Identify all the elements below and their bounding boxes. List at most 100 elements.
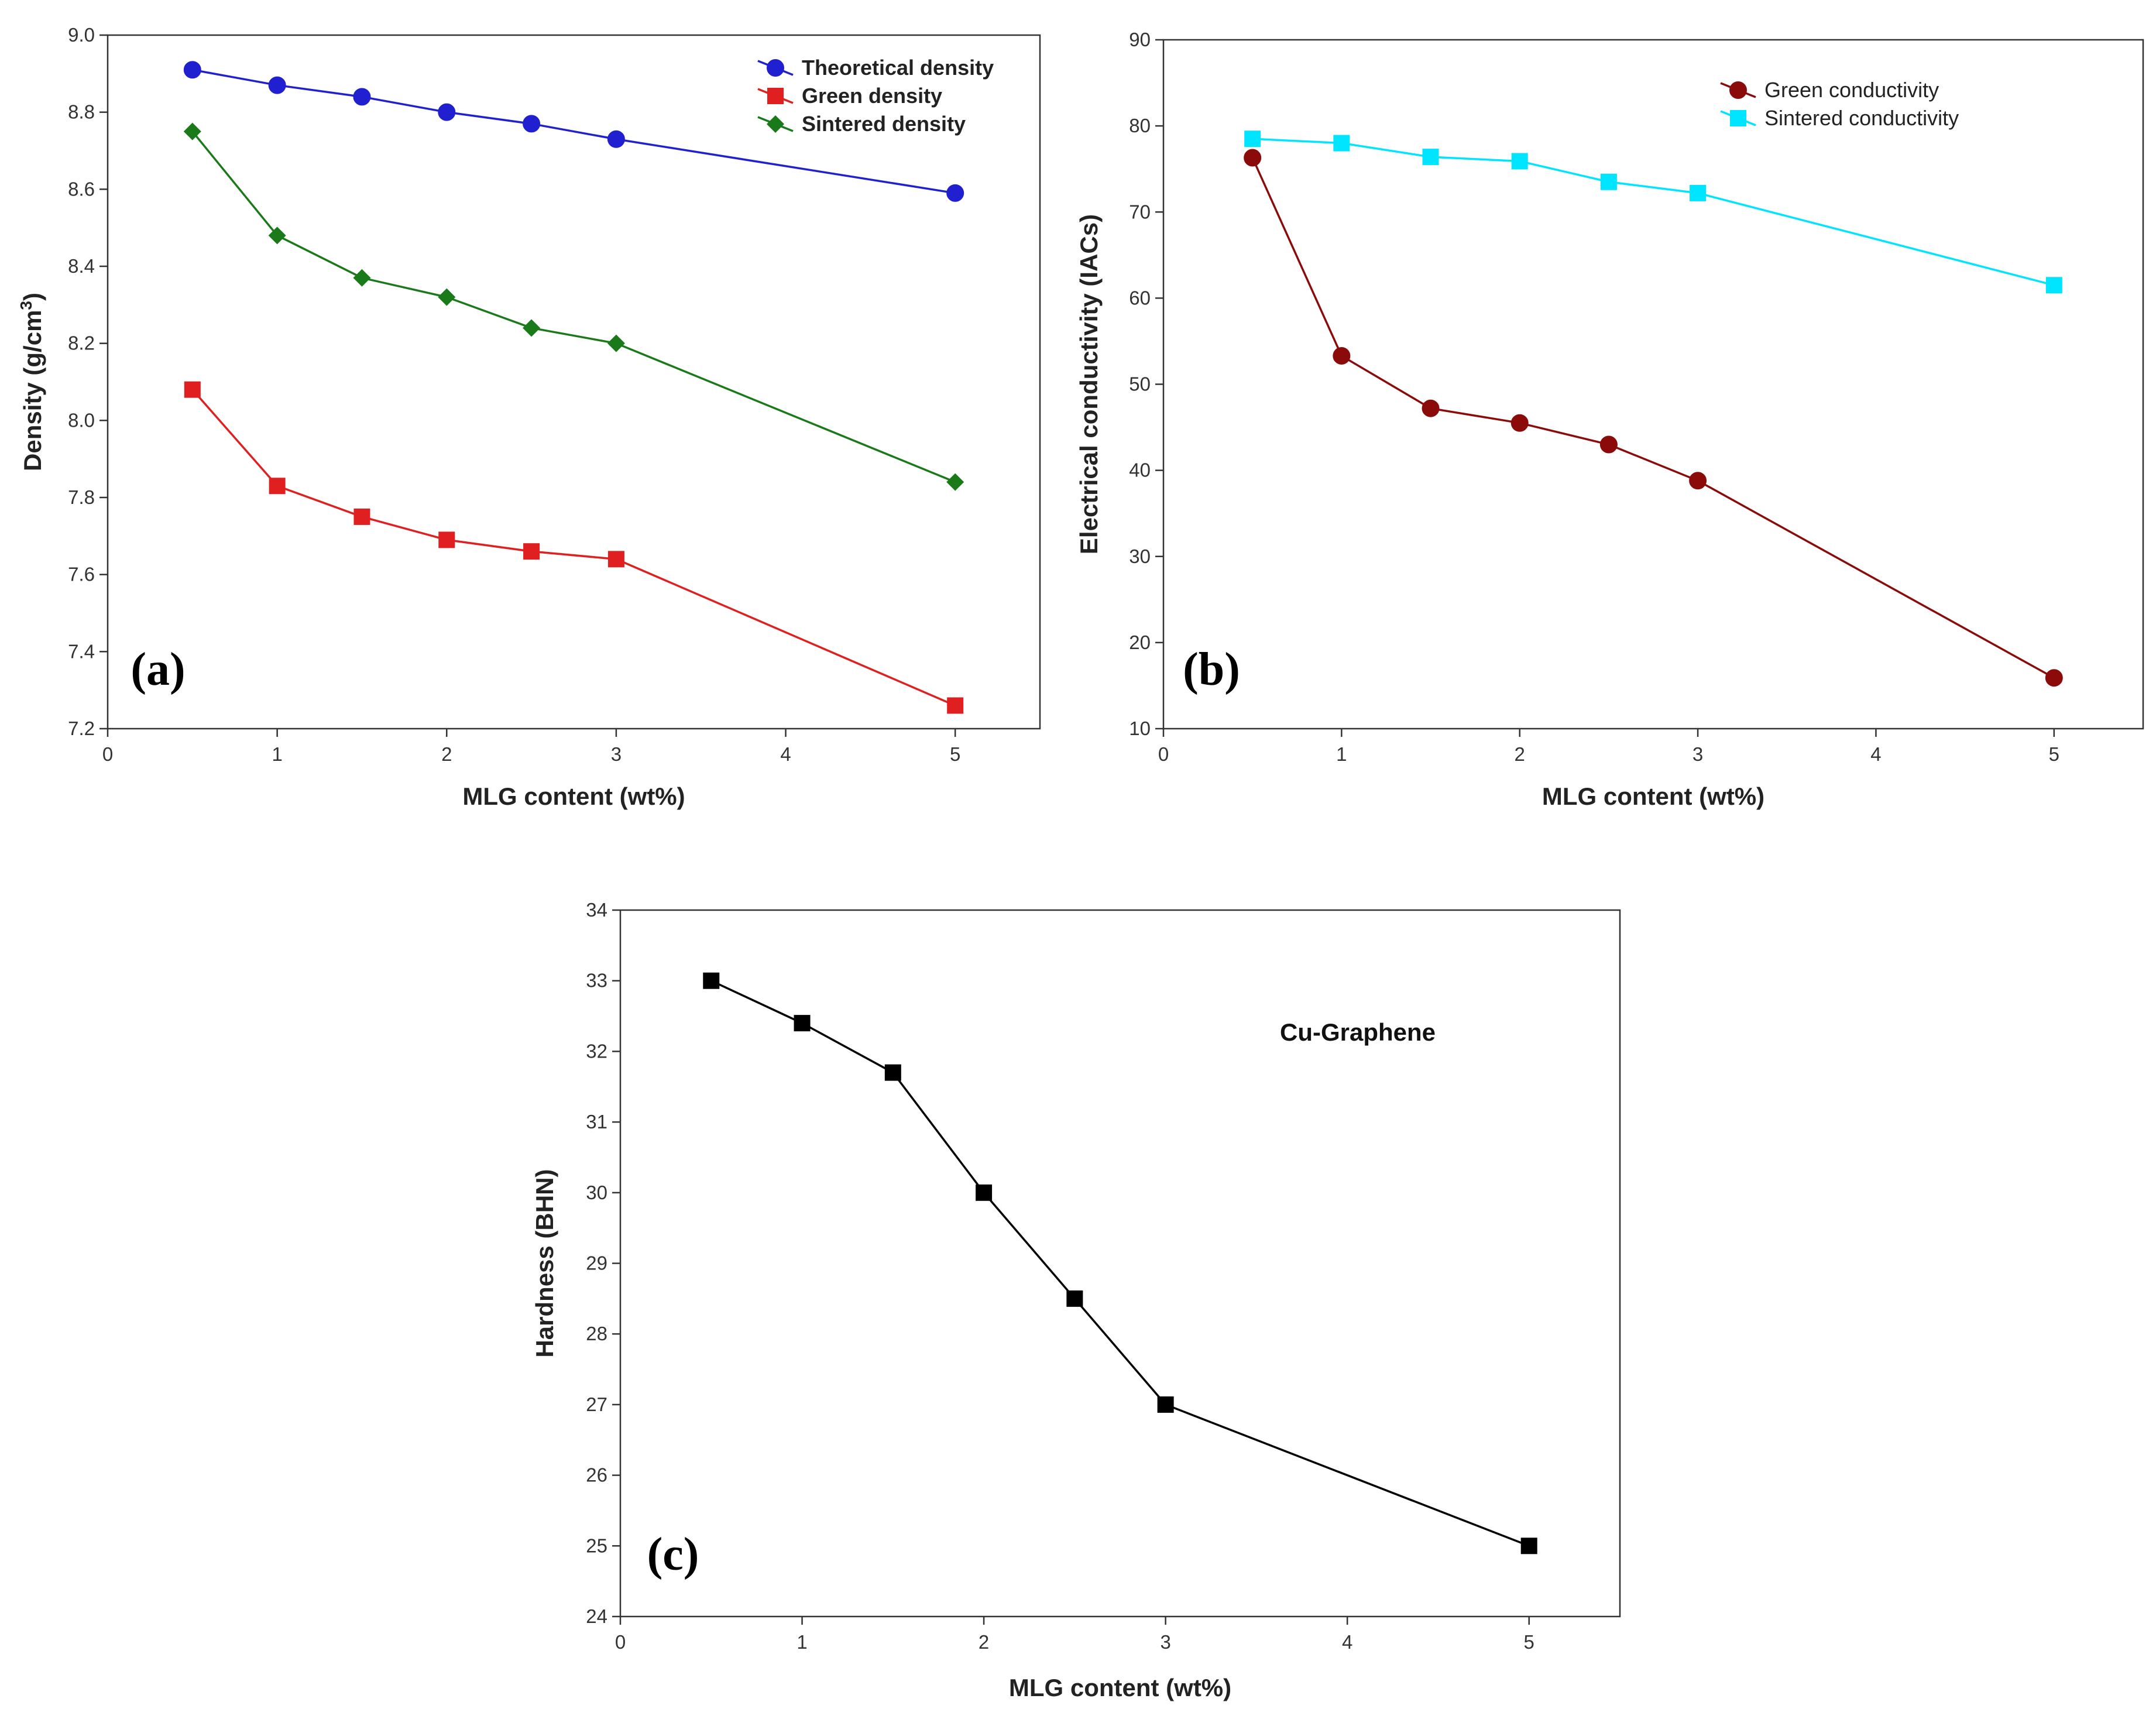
y-tick-label: 90 bbox=[1129, 29, 1151, 50]
x-tick-label: 3 bbox=[1692, 743, 1703, 765]
y-tick-label: 30 bbox=[1129, 545, 1151, 567]
y-tick-label: 24 bbox=[586, 1605, 607, 1627]
data-point-b-1 bbox=[1511, 153, 1528, 170]
x-axis-label: MLG content (wt%) bbox=[1009, 1674, 1231, 1701]
x-tick-label: 1 bbox=[272, 743, 282, 765]
data-point-a-2 bbox=[183, 122, 201, 140]
data-point-a-0 bbox=[183, 61, 201, 79]
data-point-a-0 bbox=[607, 130, 625, 148]
data-point-c-0 bbox=[703, 972, 720, 989]
y-tick-label: 8.0 bbox=[68, 409, 95, 431]
y-tick-label: 28 bbox=[586, 1323, 607, 1344]
y-axis-label: Density (g/cm3) bbox=[17, 293, 46, 471]
data-point-c-0 bbox=[1157, 1396, 1174, 1413]
legend-marker bbox=[1729, 81, 1747, 99]
data-point-a-1 bbox=[353, 508, 370, 525]
y-tick-label: 40 bbox=[1129, 459, 1151, 481]
data-point-a-1 bbox=[523, 543, 540, 560]
y-tick-label: 8.8 bbox=[68, 101, 95, 123]
y-tick-label: 70 bbox=[1129, 201, 1151, 222]
y-tick-label: 31 bbox=[586, 1111, 607, 1133]
y-axis-label-end: ) bbox=[19, 293, 46, 301]
y-axis-label-superscript: 3 bbox=[17, 301, 35, 310]
data-point-b-0 bbox=[1599, 435, 1618, 454]
y-tick-label: 9.0 bbox=[68, 24, 95, 46]
y-tick-label: 27 bbox=[586, 1394, 607, 1415]
y-tick-label: 32 bbox=[586, 1040, 607, 1062]
data-point-a-1 bbox=[269, 478, 286, 495]
y-axis-label: Electrical conductivity (IACs) bbox=[1075, 214, 1103, 554]
data-point-a-2 bbox=[353, 269, 371, 287]
data-point-a-0 bbox=[268, 76, 286, 94]
x-tick-label: 5 bbox=[1524, 1631, 1534, 1653]
data-point-b-1 bbox=[1600, 173, 1617, 190]
x-tick-label: 1 bbox=[1336, 743, 1347, 765]
x-tick-label: 2 bbox=[1515, 743, 1525, 765]
x-axis-label: MLG content (wt%) bbox=[1542, 783, 1764, 810]
legend-marker bbox=[767, 115, 784, 133]
plot-frame-c bbox=[619, 909, 1621, 1618]
data-point-a-0 bbox=[438, 103, 456, 121]
x-tick-label: 0 bbox=[102, 743, 113, 765]
plot-frame-b bbox=[1162, 39, 2144, 730]
y-axis-label-main: Electrical conductivity (IACs) bbox=[1075, 214, 1103, 554]
x-tick-label: 5 bbox=[2049, 743, 2059, 765]
data-point-b-0 bbox=[1510, 414, 1529, 432]
data-point-a-0 bbox=[946, 184, 964, 202]
legend-label: Green density bbox=[802, 84, 942, 108]
plot-frame-a bbox=[107, 34, 1041, 730]
series-line-a-2 bbox=[191, 131, 956, 483]
series-line-b-1 bbox=[1252, 138, 2055, 287]
y-tick-label: 8.2 bbox=[68, 332, 95, 354]
y-tick-label: 25 bbox=[586, 1535, 607, 1556]
data-point-b-1 bbox=[1333, 135, 1350, 152]
panel-label: (c) bbox=[647, 1529, 699, 1580]
data-point-a-1 bbox=[438, 531, 455, 548]
legend-marker bbox=[767, 59, 784, 77]
x-tick-label: 4 bbox=[780, 743, 791, 765]
y-tick-label: 20 bbox=[1129, 632, 1151, 653]
panel-label: (b) bbox=[1183, 644, 1240, 695]
y-tick-label: 7.6 bbox=[68, 564, 95, 585]
y-axis-label-main: Density (g/cm bbox=[19, 310, 46, 471]
x-tick-label: 5 bbox=[950, 743, 960, 765]
y-tick-label: 10 bbox=[1129, 718, 1151, 739]
data-point-a-1 bbox=[947, 697, 964, 714]
data-point-b-1 bbox=[1690, 184, 1707, 201]
data-point-a-0 bbox=[523, 115, 541, 133]
y-tick-label: 8.6 bbox=[68, 178, 95, 200]
y-tick-label: 80 bbox=[1129, 115, 1151, 136]
y-tick-label: 33 bbox=[586, 970, 607, 991]
data-point-b-0 bbox=[1422, 399, 1440, 417]
y-tick-label: 26 bbox=[586, 1464, 607, 1486]
y-tick-label: 8.4 bbox=[68, 255, 95, 277]
data-point-a-0 bbox=[353, 88, 371, 106]
legend-label: Green conductivity bbox=[1764, 78, 1939, 102]
y-tick-label: 34 bbox=[586, 899, 607, 921]
y-axis-label: Hardness (BHN) bbox=[531, 1169, 558, 1357]
y-tick-label: 30 bbox=[586, 1182, 607, 1203]
series-line-a-1 bbox=[191, 389, 956, 707]
y-tick-label: 60 bbox=[1129, 287, 1151, 308]
data-point-b-0 bbox=[1689, 472, 1707, 490]
legend-label: Sintered density bbox=[802, 112, 966, 136]
y-tick-label: 7.2 bbox=[68, 718, 95, 739]
x-tick-label: 1 bbox=[797, 1631, 807, 1653]
data-point-c-0 bbox=[884, 1064, 901, 1081]
data-point-b-0 bbox=[1333, 346, 1351, 365]
data-point-c-0 bbox=[1520, 1538, 1537, 1554]
data-point-a-2 bbox=[523, 319, 541, 337]
data-point-c-0 bbox=[1066, 1290, 1083, 1307]
x-tick-label: 4 bbox=[1342, 1631, 1352, 1653]
y-tick-label: 7.4 bbox=[68, 640, 95, 662]
series-line-b-0 bbox=[1251, 157, 2055, 679]
chart-a-density: 0 1 2 3 4 5 7.2 7.4 7.6 7.8 8.0 8.2 8.4 8.6 8.8 9.0 MLG … bbox=[17, 24, 1041, 810]
data-point-b-0 bbox=[2045, 669, 2063, 687]
data-point-b-1 bbox=[2045, 277, 2062, 294]
data-point-a-1 bbox=[184, 381, 201, 398]
legend-label: Sintered conductivity bbox=[1764, 106, 1959, 130]
series-line-c-0 bbox=[710, 980, 1530, 1547]
data-point-a-2 bbox=[946, 473, 964, 491]
y-axis-label-main: Hardness (BHN) bbox=[531, 1169, 558, 1357]
